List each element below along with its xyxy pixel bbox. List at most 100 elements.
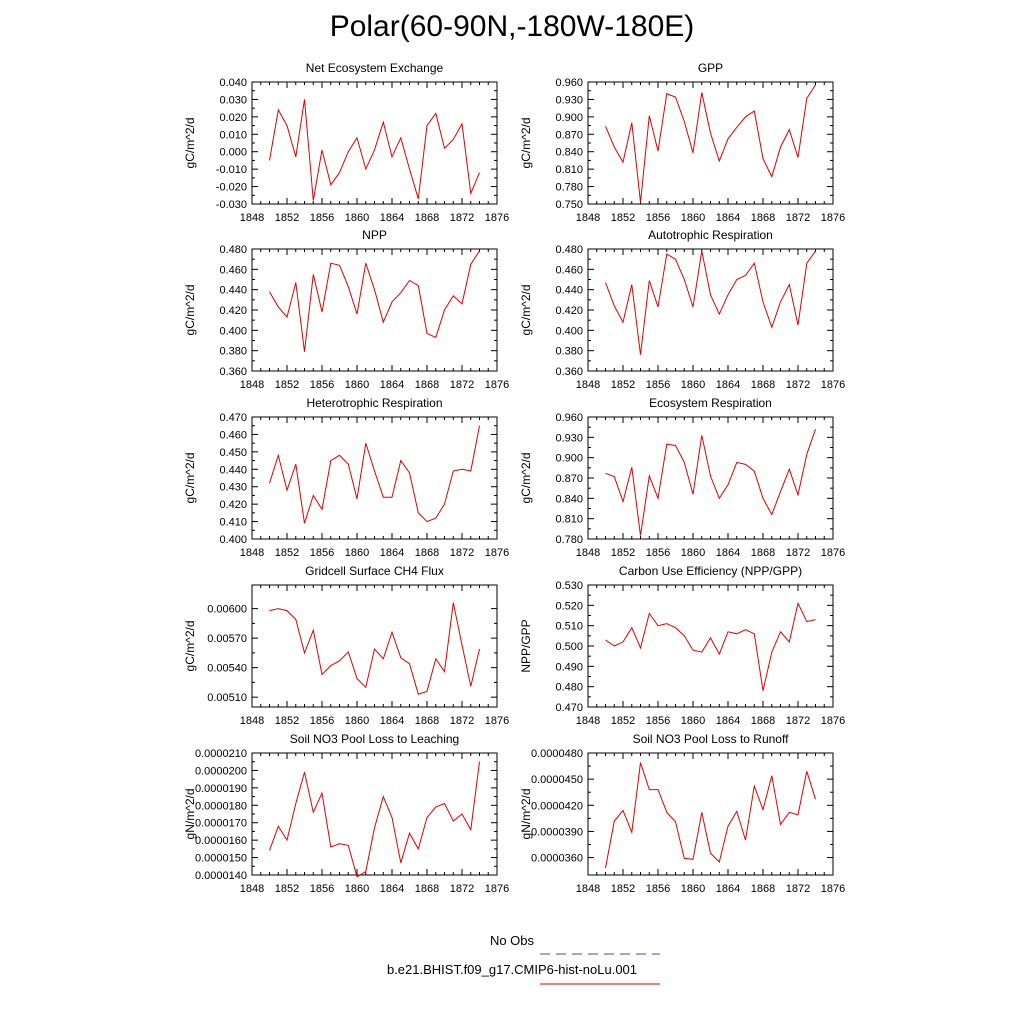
- panel-5: Ecosystem Respiration gC/m^2/d 1848 1852 185…: [519, 396, 845, 559]
- y-tick-label: 0.410: [219, 517, 247, 529]
- series-line: [269, 602, 480, 695]
- y-tick-label: 0.00600: [207, 604, 247, 616]
- y-tick-label: 0.0000480: [531, 748, 583, 760]
- x-tick-label: 1876: [485, 212, 509, 224]
- y-tick-label: 0.360: [219, 366, 247, 378]
- y-tick-label: 0.780: [555, 182, 583, 194]
- panel-6: Gridcell Surface CH4 Flux gC/m^2/d 1848 185…: [183, 564, 509, 727]
- y-tick-label: 0.750: [555, 199, 583, 211]
- x-tick-label: 1872: [450, 883, 474, 895]
- panel-title: Heterotrophic Respiration: [306, 396, 442, 410]
- y-tick-label: 0.010: [219, 129, 247, 141]
- x-tick-label: 1860: [681, 379, 705, 391]
- x-tick-label: 1852: [275, 715, 299, 727]
- x-tick-label: 1864: [716, 715, 740, 727]
- y-tick-label: 0.500: [555, 641, 583, 653]
- series-line: [605, 762, 816, 869]
- x-tick-label: 1864: [380, 883, 404, 895]
- panel-3: Autotrophic Respiration gC/m^2/d 1848 1852 1…: [519, 228, 845, 391]
- plot-frame: [251, 752, 498, 876]
- y-tick-label: 0.0000390: [531, 826, 583, 838]
- x-tick-label: 1852: [611, 212, 635, 224]
- y-axis-label: NPP/GPP: [519, 619, 533, 672]
- y-tick-label: 0.460: [219, 429, 247, 441]
- x-tick-label: 1860: [345, 547, 369, 559]
- x-tick-label: 1872: [450, 547, 474, 559]
- x-tick-label: 1860: [681, 883, 705, 895]
- y-tick-label: 0.020: [219, 112, 247, 124]
- x-tick-label: 1872: [450, 212, 474, 224]
- x-tick-label: 1848: [240, 883, 264, 895]
- y-tick-label: 0.000: [219, 147, 247, 159]
- plot-frame: [587, 81, 834, 205]
- x-tick-label: 1868: [415, 547, 439, 559]
- panel-2: NPP gC/m^2/d 1848 1852 1856 1860 1864 1868 1872 1…: [183, 228, 509, 391]
- y-tick-label: 0.490: [555, 661, 583, 673]
- x-tick-label: 1856: [646, 883, 670, 895]
- y-tick-label: 0.780: [555, 534, 583, 546]
- y-tick-label: 0.520: [555, 600, 583, 612]
- y-tick-label: 0.900: [555, 453, 583, 465]
- series-line: [605, 250, 816, 355]
- x-tick-label: 1868: [751, 379, 775, 391]
- y-axis-label: gC/m^2/d: [183, 285, 197, 336]
- x-tick-label: 1856: [310, 715, 334, 727]
- y-axis-label: gC/m^2/d: [519, 118, 533, 169]
- y-tick-label: 0.460: [219, 264, 247, 276]
- x-tick-label: 1876: [821, 883, 845, 895]
- x-tick-label: 1868: [415, 212, 439, 224]
- series-line: [605, 84, 816, 203]
- x-tick-label: 1852: [275, 547, 299, 559]
- panel-title: Autotrophic Respiration: [648, 228, 773, 242]
- y-tick-label: 0.870: [555, 473, 583, 485]
- y-tick-label: 0.0000420: [531, 800, 583, 812]
- plot-frame: [587, 584, 834, 708]
- panel-title: NPP: [362, 228, 387, 242]
- y-tick-label: 0.480: [555, 244, 583, 256]
- x-tick-label: 1868: [415, 883, 439, 895]
- x-tick-label: 1872: [786, 547, 810, 559]
- plot-frame: [587, 248, 834, 372]
- y-tick-label: 0.030: [219, 94, 247, 106]
- y-axis-label: gN/m^2/d: [519, 789, 533, 840]
- y-axis-label: gC/m^2/d: [183, 453, 197, 504]
- x-tick-label: 1872: [786, 715, 810, 727]
- figure-title: Polar(60-90N,-180W-180E): [329, 10, 695, 43]
- x-tick-label: 1868: [751, 547, 775, 559]
- y-tick-label: 0.430: [219, 482, 247, 494]
- x-tick-label: 1868: [751, 715, 775, 727]
- y-tick-label: -0.020: [216, 182, 247, 194]
- y-tick-label: 0.870: [555, 129, 583, 141]
- x-tick-label: 1860: [681, 715, 705, 727]
- legend-case-label: b.e21.BHIST.f09_g17.CMIP6-hist-noLu.001: [386, 962, 638, 977]
- y-tick-label: -0.030: [216, 199, 247, 211]
- y-tick-label: 0.0000180: [195, 800, 247, 812]
- x-tick-label: 1848: [576, 547, 600, 559]
- x-tick-label: 1876: [485, 715, 509, 727]
- x-tick-label: 1852: [611, 883, 635, 895]
- panel-title: Net Ecosystem Exchange: [306, 61, 444, 75]
- x-tick-label: 1864: [716, 547, 740, 559]
- y-tick-label: 0.900: [555, 112, 583, 124]
- x-tick-label: 1876: [821, 547, 845, 559]
- x-tick-label: 1864: [380, 379, 404, 391]
- x-tick-label: 1864: [716, 379, 740, 391]
- x-tick-label: 1868: [415, 379, 439, 391]
- x-tick-label: 1864: [716, 883, 740, 895]
- y-tick-label: 0.420: [219, 305, 247, 317]
- x-tick-label: 1876: [821, 715, 845, 727]
- x-tick-label: 1876: [485, 379, 509, 391]
- x-tick-label: 1872: [786, 379, 810, 391]
- y-tick-label: 0.00510: [207, 692, 247, 704]
- y-tick-label: 0.810: [555, 514, 583, 526]
- x-tick-label: 1856: [310, 212, 334, 224]
- x-tick-label: 1852: [611, 547, 635, 559]
- x-tick-label: 1848: [576, 212, 600, 224]
- x-tick-label: 1856: [646, 547, 670, 559]
- y-tick-label: 0.440: [555, 285, 583, 297]
- y-axis-label: gC/m^2/d: [183, 621, 197, 672]
- x-tick-label: 1848: [576, 883, 600, 895]
- x-tick-label: 1856: [310, 883, 334, 895]
- x-tick-label: 1872: [786, 212, 810, 224]
- y-axis-label: gC/m^2/d: [519, 453, 533, 504]
